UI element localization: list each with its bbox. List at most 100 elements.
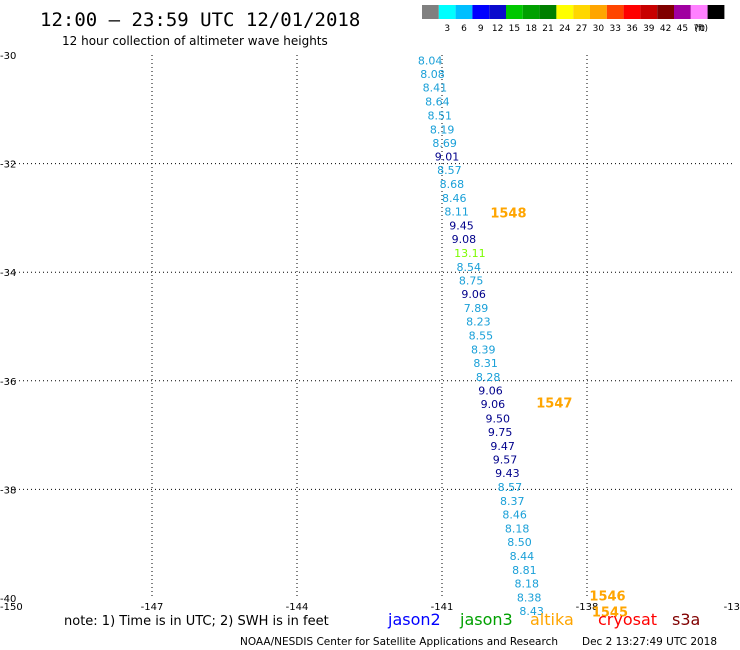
colorbar-label: 9 <box>478 24 484 34</box>
wave-height-value: 8.11 <box>444 205 469 218</box>
wave-height-value: 8.18 <box>505 522 530 535</box>
y-tick-label: -30 <box>0 51 16 62</box>
y-tick-label: -36 <box>0 377 16 388</box>
note-text: note: 1) Time is in UTC; 2) SWH is in fe… <box>64 614 329 629</box>
colorbar: 3 6 9 12 15 18 21 24 27 30 33 36 39 42 45 70 <box>422 5 725 34</box>
colorbar-label: 30 <box>593 24 605 34</box>
colorbar-label: 12 <box>492 24 503 34</box>
colorbar-label: 33 <box>609 24 620 34</box>
satellite-jason2: jason2 <box>387 610 441 629</box>
colorbar-swatch <box>438 5 456 19</box>
wave-height-value: 8.69 <box>432 137 457 150</box>
wave-height-value: 8.43 <box>519 605 544 618</box>
x-tick-label: -150 <box>0 602 23 613</box>
wave-height-value: 8.38 <box>517 591 542 604</box>
wave-height-value: 8.68 <box>440 178 465 191</box>
data-points: 8.048.088.418.648.518.198.699.018.578.68… <box>418 54 544 618</box>
colorbar-swatch <box>489 5 506 19</box>
wave-height-value: 8.39 <box>471 343 496 356</box>
wave-height-value: 9.57 <box>493 454 518 467</box>
colorbar-swatch <box>623 5 641 19</box>
y-axis: -30 -32 -34 -36 -38 -40 <box>0 51 16 605</box>
colorbar-label: 15 <box>509 24 520 34</box>
wave-height-value: 9.08 <box>452 233 477 246</box>
satellite-jason3: jason3 <box>459 610 513 629</box>
colorbar-swatch <box>455 5 473 19</box>
x-tick-label: -13 <box>724 602 740 613</box>
colorbar-label: 24 <box>559 24 571 34</box>
wave-height-value: 9.50 <box>486 412 511 425</box>
grid <box>7 55 732 598</box>
wave-height-value: 9.06 <box>481 398 506 411</box>
colorbar-swatch <box>472 5 490 19</box>
wave-height-value: 13.11 <box>454 247 486 260</box>
colorbar-swatch <box>556 5 574 19</box>
time-label: 1546 <box>589 589 625 604</box>
wave-height-value: 8.50 <box>507 536 532 549</box>
wave-height-value: 8.31 <box>473 357 498 370</box>
wave-height-value: 8.81 <box>512 564 537 577</box>
wave-height-value: 8.54 <box>457 261 482 274</box>
colorbar-swatch <box>674 5 691 19</box>
y-tick-label: -34 <box>0 268 16 279</box>
colorbar-swatch <box>606 5 624 19</box>
colorbar-label: 18 <box>525 24 537 34</box>
x-tick-label: -144 <box>286 602 309 613</box>
wave-height-value: 8.44 <box>510 550 534 563</box>
colorbar-swatch <box>422 5 439 19</box>
colorbar-swatch <box>522 5 540 19</box>
wave-height-value: 8.57 <box>437 164 462 177</box>
colorbar-swatch <box>707 5 725 19</box>
wave-height-value: 9.01 <box>435 151 460 164</box>
time-label: 1545 <box>592 606 628 621</box>
wave-height-value: 8.55 <box>469 330 494 343</box>
time-label: 1548 <box>490 206 526 221</box>
x-tick-label: -147 <box>141 602 164 613</box>
satellite-cryosat: cryosat <box>598 610 657 629</box>
chart-subtitle: 12 hour collection of altimeter wave hei… <box>62 34 328 48</box>
time-label: 1547 <box>536 397 572 412</box>
colorbar-label: 36 <box>626 24 638 34</box>
footer-credit: NOAA/NESDIS Center for Satellite Applica… <box>240 636 558 648</box>
wave-height-value: 8.46 <box>502 508 526 521</box>
wave-height-value: 8.19 <box>430 123 455 136</box>
footer-timestamp: Dec 2 13:27:49 UTC 2018 <box>582 636 717 648</box>
wave-height-value: 8.41 <box>423 82 448 95</box>
wave-height-value: 8.23 <box>466 316 491 329</box>
satellite-altika: altika <box>530 610 574 629</box>
y-tick-label: -40 <box>0 594 16 605</box>
wave-height-value: 8.37 <box>500 495 525 508</box>
wave-height-value: 9.75 <box>488 426 512 439</box>
colorbar-swatch <box>640 5 658 19</box>
wave-height-value: 8.46 <box>442 192 467 205</box>
chart-title: 12:00 – 23:59 UTC 12/01/2018 <box>40 9 360 31</box>
wave-height-value: 8.28 <box>476 371 501 384</box>
wave-height-value: 8.75 <box>459 274 484 287</box>
wave-height-value: 7.89 <box>464 302 489 315</box>
colorbar-swatch <box>590 5 607 19</box>
y-tick-label: -38 <box>0 485 16 496</box>
wave-height-value: 9.43 <box>495 467 519 480</box>
wave-height-value: 8.04 <box>418 54 443 67</box>
satellite-s3a: s3a <box>672 610 700 629</box>
colorbar-label: 45 <box>677 24 688 34</box>
x-tick-label: -138 <box>576 602 599 613</box>
colorbar-swatch <box>657 5 674 19</box>
colorbar-swatch <box>573 5 590 19</box>
wave-height-value: 8.51 <box>428 109 453 122</box>
colorbar-label: 3 <box>444 24 450 34</box>
colorbar-swatch <box>506 5 523 19</box>
y-tick-label: -32 <box>0 160 16 171</box>
colorbar-label: 21 <box>542 24 553 34</box>
colorbar-label: 27 <box>576 24 587 34</box>
x-axis: -150 -147 -144 -141 -138 -13 <box>0 602 740 613</box>
wave-height-value: 9.06 <box>478 385 503 398</box>
wave-height-value: 9.47 <box>490 440 515 453</box>
colorbar-swatch <box>690 5 708 19</box>
colorbar-label: 70 <box>693 24 705 34</box>
wave-height-value: 8.64 <box>425 96 450 109</box>
wave-height-value: 8.57 <box>498 481 523 494</box>
colorbar-label: 42 <box>660 24 671 34</box>
colorbar-label: 39 <box>643 24 655 34</box>
